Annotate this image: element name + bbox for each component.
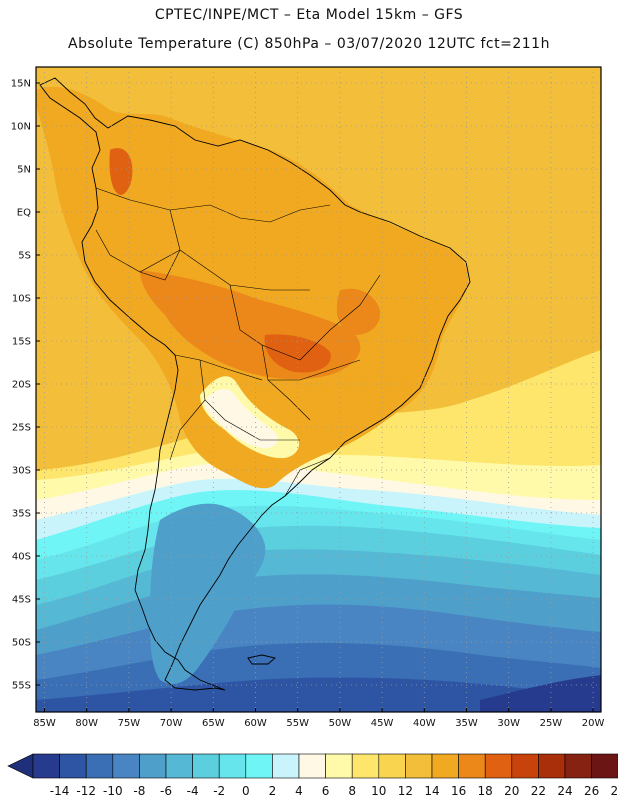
colorbar-swatch xyxy=(165,753,193,779)
field-band-cold5 xyxy=(36,677,601,712)
lon-label: 30W xyxy=(497,718,520,729)
colorbar-label: 16 xyxy=(451,784,466,798)
colorbar-swatch xyxy=(511,753,539,779)
colorbar-swatch xyxy=(218,753,247,779)
colorbar-swatch xyxy=(245,753,273,779)
lon-label: 40W xyxy=(413,718,436,729)
colorbar-label: -14 xyxy=(50,784,70,798)
colorbar-label: 18 xyxy=(478,784,493,798)
lon-label: 50W xyxy=(329,718,352,729)
graticule xyxy=(36,67,601,712)
map-title: CPTEC/INPE/MCT – Eta Model 15km – GFS xyxy=(154,7,464,23)
lon-label: 75W xyxy=(118,718,141,729)
colorbar-label: 0 xyxy=(242,784,250,798)
colorbar-swatch xyxy=(591,753,618,779)
lon-label: 35W xyxy=(455,718,478,729)
longitude-labels: 85W 80W 75W 70W 65W 60W 55W 50W 45W 40W 35W 30W 25W 2… xyxy=(33,708,605,729)
lat-label: 30S xyxy=(12,466,31,477)
colorbar-label: 14 xyxy=(424,784,439,798)
lat-label: 35S xyxy=(12,509,31,520)
colorbar-label: 22 xyxy=(531,784,546,798)
lat-label: 45S xyxy=(12,595,31,606)
colorbar-label: 20 xyxy=(504,784,519,798)
coastlines xyxy=(39,77,471,691)
colorbar-label: 28 xyxy=(611,784,618,798)
colorbar-swatch xyxy=(59,753,87,779)
colorbar-swatch xyxy=(378,753,406,779)
lon-label: 80W xyxy=(75,718,98,729)
field-hot-andes xyxy=(109,148,133,195)
lon-label: 85W xyxy=(33,718,56,729)
map-field xyxy=(36,67,601,712)
colorbar-label: -2 xyxy=(213,784,225,798)
lon-label: 20W xyxy=(582,718,605,729)
colorbar-swatch xyxy=(431,753,459,779)
colorbar-low-arrow xyxy=(7,753,34,779)
lat-label: EQ xyxy=(17,208,31,219)
lon-label: 65W xyxy=(202,718,225,729)
colorbar-label: 12 xyxy=(398,784,413,798)
lon-label: 60W xyxy=(244,718,267,729)
lon-label: 25W xyxy=(540,718,563,729)
field-hot-center xyxy=(264,334,331,373)
colorbar-swatch xyxy=(405,753,433,779)
lat-label: 25S xyxy=(12,423,31,434)
lat-label: 5N xyxy=(17,165,31,176)
lon-label: 45W xyxy=(371,718,394,729)
coastline-south-america xyxy=(39,77,471,691)
colorbar-swatch xyxy=(351,753,380,779)
colorbar-swatch xyxy=(484,753,513,779)
colorbar-label: -10 xyxy=(103,784,123,798)
colorbar-label: 24 xyxy=(557,784,572,798)
colorbar-swatch xyxy=(538,753,566,779)
colorbar-label: 8 xyxy=(348,784,356,798)
lat-label: 10N xyxy=(11,122,31,133)
colorbar-swatch xyxy=(139,753,167,779)
colorbar xyxy=(7,753,618,779)
colorbar-label: -12 xyxy=(76,784,96,798)
colorbar-labels: -14 -12 -10 -8 -6 -4 -2 0 2 4 6 8 10 12 14 16 18 20 22 24 26… xyxy=(50,784,618,798)
lat-label: 15N xyxy=(11,79,31,90)
colorbar-swatch xyxy=(32,753,60,779)
field-pale-tongue xyxy=(204,388,278,449)
colorbar-label: 26 xyxy=(584,784,599,798)
colorbar-swatch xyxy=(325,753,353,779)
lat-label: 40S xyxy=(12,552,31,563)
lat-label: 15S xyxy=(12,337,31,348)
colorbar-label: -4 xyxy=(187,784,199,798)
colorbar-swatch xyxy=(272,753,300,779)
lat-label: 5S xyxy=(18,251,31,262)
lat-label: 10S xyxy=(12,294,31,305)
colorbar-label: 10 xyxy=(371,784,386,798)
map-frame xyxy=(35,66,602,713)
colorbar-label: -8 xyxy=(133,784,145,798)
lon-label: 55W xyxy=(286,718,309,729)
country-borders xyxy=(95,187,381,497)
colorbar-swatch xyxy=(192,753,220,779)
colorbar-swatch xyxy=(85,753,114,779)
field-hot-brazil xyxy=(336,288,381,335)
lat-label: 50S xyxy=(12,638,31,649)
colorbar-label: -6 xyxy=(160,784,172,798)
lon-label: 70W xyxy=(160,718,183,729)
falkland-islands xyxy=(247,654,276,665)
colorbar-swatch xyxy=(564,753,592,779)
colorbar-swatch xyxy=(112,753,140,779)
map-subtitle: Absolute Temperature (C) 850hPa – 03/07/… xyxy=(68,36,550,52)
colorbar-swatch xyxy=(298,753,326,779)
colorbar-label: 4 xyxy=(295,784,303,798)
colorbar-swatch xyxy=(458,753,486,779)
field-band-cold6 xyxy=(480,675,601,712)
colorbar-label: 2 xyxy=(269,784,277,798)
lat-label: 55S xyxy=(12,681,31,692)
lat-label: 20S xyxy=(12,380,31,391)
colorbar-label: 6 xyxy=(322,784,330,798)
latitude-labels: 15N 10N 5N EQ 5S 10S 15S 20S 25S 30S 35S 40S 45S 50S 5… xyxy=(11,79,40,692)
